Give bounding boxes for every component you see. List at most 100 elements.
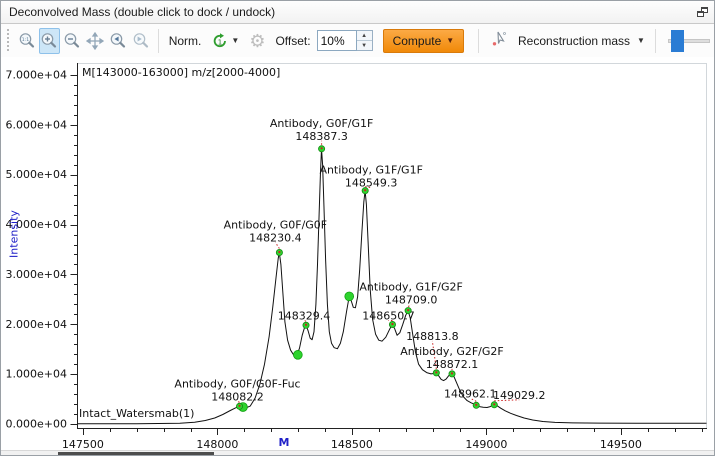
trace-label: Intact_Watersmab(1)	[79, 407, 195, 420]
peak-marker-center	[278, 250, 281, 254]
peak-leader-line	[494, 399, 520, 402]
offset-increment-button[interactable]: ▲	[356, 31, 372, 41]
peak-leader-line	[470, 397, 477, 402]
peak-mass-label: 149029.2	[493, 389, 546, 402]
annotate-pointer-button[interactable]	[491, 30, 508, 52]
toolbar: 1:1	[1, 24, 714, 57]
annotate-pointer-icon	[492, 31, 506, 45]
peak-mass-label: 148082.2	[211, 390, 264, 403]
chart-area: 147500 148000 148500 149000 149500 0.000e+00 1…	[1, 57, 715, 450]
peak-mass-label: 148813.8	[406, 330, 459, 343]
zoom-previous-icon	[110, 32, 125, 48]
peak-marker-center	[364, 189, 367, 192]
x-tick-label: 148500	[331, 438, 373, 450]
peak-leader-line	[303, 319, 307, 322]
peak-marker-center	[450, 372, 454, 375]
toolbar-separator	[157, 28, 159, 53]
peak-mass-label: 148230.4	[249, 231, 302, 244]
plot-frame	[77, 63, 707, 429]
x-tick-label: 148000	[196, 438, 238, 450]
toolbar-grip-handle[interactable]	[7, 28, 10, 53]
y-tick-label: 5.000e+04	[6, 168, 67, 181]
axes	[70, 63, 707, 435]
y-tick-label: 1.000e+04	[6, 368, 67, 381]
scrollbar-thumb[interactable]	[58, 452, 214, 455]
zoom-in-icon	[42, 32, 57, 48]
peak-marker-center	[407, 308, 410, 312]
zoom-previous-button[interactable]	[107, 28, 128, 54]
y-axis-label: Intensity	[7, 210, 21, 258]
pan-button[interactable]	[85, 28, 106, 54]
peak-marker[interactable]	[344, 291, 355, 302]
zoom-in-button[interactable]	[39, 27, 60, 54]
normalize-cycle-button[interactable]: 1	[211, 32, 229, 50]
horizontal-scrollbar[interactable]	[1, 450, 714, 455]
peak-marker-center	[391, 322, 394, 326]
peak-name-label: Antibody, G0F/G0F	[224, 218, 327, 231]
zoom-out-icon	[64, 32, 80, 48]
chevron-down-icon: ▼	[637, 36, 645, 45]
peak-name-label: Antibody, G2F/G2F	[400, 345, 503, 358]
peak-marker-center	[320, 147, 323, 150]
peak-mass-label: 148962.1	[444, 387, 497, 400]
peak-leader-line	[274, 242, 280, 249]
title-bar[interactable]: Deconvolved Mass (double click to dock /…	[1, 1, 714, 24]
zoom-fit-button[interactable]: 1:1	[16, 28, 37, 54]
svg-text:1: 1	[218, 38, 222, 46]
compute-menu-arrow-icon: ▼	[446, 36, 455, 45]
pan-icon	[86, 31, 105, 50]
svg-text:1:1: 1:1	[22, 36, 29, 42]
peak-mass-label: 148549.3	[345, 177, 398, 190]
toolbar-separator	[654, 28, 656, 53]
zoom-next-icon	[133, 32, 148, 48]
display-mode-select[interactable]: Reconstruction mass ▼	[518, 33, 645, 48]
x-tick-label: 149000	[465, 438, 507, 450]
peak-name-label: Antibody, G1F/G1F	[319, 164, 422, 177]
x-tick-label: 149500	[600, 438, 642, 450]
zoom-fit-icon: 1:1	[19, 32, 34, 48]
peak-marker-center	[475, 403, 478, 406]
zoom-out-button[interactable]	[62, 28, 83, 54]
peak-leader-line	[431, 340, 437, 369]
y-tick-label: 3.000e+04	[6, 268, 67, 281]
mass-range-annotation: M[143000-163000] m/z[2000-4000]	[82, 66, 281, 79]
peak-leader-line	[407, 304, 412, 307]
normalize-menu-arrow-icon[interactable]: ▼	[231, 36, 240, 45]
y-tick-label: 0.000e+00	[6, 418, 67, 431]
peak-marker-center	[304, 323, 308, 326]
peak-leader-line	[237, 400, 240, 403]
y-tick-label: 2.000e+04	[6, 318, 67, 331]
offset-input[interactable]	[316, 30, 357, 51]
x-tick-label: 147500	[62, 438, 104, 450]
offset-label: Offset:	[275, 33, 311, 48]
slider-handle[interactable]	[670, 29, 684, 52]
plot-canvas[interactable]: 147500 148000 148500 149000 149500 0.000e+00 1…	[1, 57, 715, 450]
normalize-cycle-icon: 1	[214, 32, 227, 47]
smoothing-slider[interactable]	[667, 29, 710, 53]
y-tick-label: 6.000e+04	[6, 118, 67, 131]
peak-mass-label: 148872.1	[426, 358, 479, 371]
compute-button[interactable]: Compute ▼	[382, 28, 465, 53]
peak-marker-center	[493, 403, 496, 406]
settings-gear-button[interactable]: ⚙	[249, 30, 266, 51]
y-tick-label: 4.000e+04	[6, 218, 67, 231]
norm-label: Norm.	[168, 33, 202, 48]
window-title: Deconvolved Mass (double click to dock /…	[9, 5, 276, 19]
peak-mass-label: 148709.0	[385, 294, 438, 307]
peak-name-label: Antibody, G0F/G1F	[270, 117, 373, 130]
zoom-next-button[interactable]	[130, 28, 151, 54]
peak-name-label: Antibody, G0F/G0F-Fuc	[174, 377, 300, 390]
dock-icon[interactable]	[697, 7, 708, 17]
peak-marker[interactable]	[293, 350, 303, 360]
toolbar-separator	[478, 28, 479, 53]
peak-mass-label: 148387.3	[295, 130, 348, 143]
peak-marker-center	[238, 404, 241, 407]
peak-mass-label: 148650.7	[362, 310, 415, 323]
slider-track	[667, 38, 710, 43]
peak-marker-center	[435, 371, 438, 374]
offset-spinbox: ▲ ▼	[316, 30, 373, 51]
y-tick-label: 7.000e+04	[6, 69, 67, 82]
offset-decrement-button[interactable]: ▼	[356, 41, 372, 50]
peak-leader-line	[365, 186, 372, 189]
